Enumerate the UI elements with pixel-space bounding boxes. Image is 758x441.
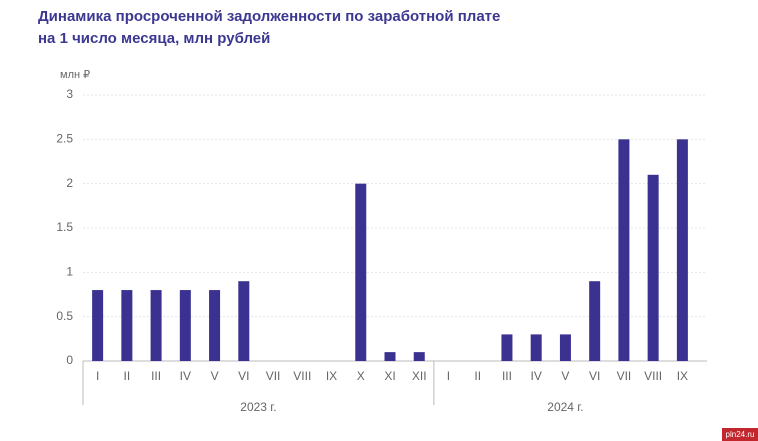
bar [121, 290, 133, 361]
bar [150, 290, 162, 361]
y-tick-label: 3 [66, 87, 73, 101]
x-tick-label: VII [617, 369, 632, 383]
group-label: 2023 г. [240, 400, 276, 414]
bar [559, 334, 571, 361]
chart-title: на 1 число месяца, млн рублей [38, 30, 270, 47]
bar [209, 290, 221, 361]
y-tick-label: 2 [66, 176, 73, 190]
bar [618, 139, 630, 361]
group-label: 2024 г. [547, 400, 583, 414]
x-tick-label: I [447, 369, 450, 383]
bar [92, 290, 104, 361]
x-tick-label: IV [180, 369, 191, 383]
x-tick-label: XI [384, 369, 395, 383]
bar [647, 174, 659, 361]
y-tick-label: 1 [66, 265, 73, 279]
watermark: pln24.ru [726, 430, 755, 439]
bar [589, 281, 601, 361]
y-tick-label: 2.5 [56, 132, 73, 146]
bar [501, 334, 513, 361]
x-tick-label: X [357, 369, 365, 383]
y-axis-label: млн ₽ [60, 69, 90, 81]
y-tick-label: 1.5 [56, 220, 73, 234]
x-tick-label: V [211, 369, 219, 383]
x-tick-label: XII [412, 369, 427, 383]
x-tick-label: II [474, 369, 481, 383]
bar [355, 183, 367, 361]
x-tick-label: VIII [293, 369, 311, 383]
x-tick-label: III [502, 369, 512, 383]
bar [179, 290, 191, 361]
x-tick-label: VII [266, 369, 281, 383]
bar [384, 352, 396, 361]
x-tick-label: VIII [644, 369, 662, 383]
y-tick-label: 0.5 [56, 309, 73, 323]
x-tick-label: I [96, 369, 99, 383]
x-tick-label: IX [677, 369, 688, 383]
watermark-box [722, 428, 758, 441]
x-tick-label: IV [531, 369, 542, 383]
x-tick-label: III [151, 369, 161, 383]
bar [413, 352, 425, 361]
bar [238, 281, 250, 361]
x-tick-label: VI [238, 369, 249, 383]
bar [676, 139, 688, 361]
x-tick-label: V [561, 369, 569, 383]
x-tick-label: VI [589, 369, 600, 383]
x-tick-label: IX [326, 369, 337, 383]
y-tick-label: 0 [66, 353, 73, 367]
bar [530, 334, 542, 361]
chart-title: Динамика просроченной задолженности по з… [38, 8, 500, 25]
x-tick-label: II [124, 369, 131, 383]
